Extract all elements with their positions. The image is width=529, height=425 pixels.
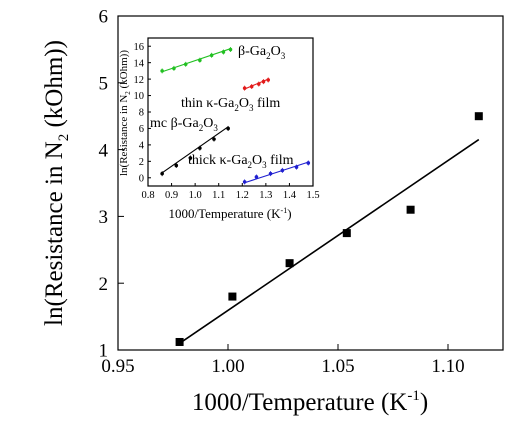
main-y-tick-label: 6 — [99, 7, 109, 28]
inset-series-label-thick-kappa: thick κ-Ga2O3 film — [188, 153, 294, 170]
main-data-point — [285, 259, 294, 268]
inset-x-axis-label: 1000/Temperature (K-1) — [168, 206, 291, 221]
inset-y-tick-label: 4 — [139, 141, 145, 152]
main-data-point — [228, 292, 237, 301]
main-data-point — [406, 205, 415, 214]
main-fit-line — [179, 138, 480, 344]
inset-x-tick-label: 0.9 — [165, 190, 178, 201]
main-x-tick-label: 0.95 — [101, 356, 134, 377]
inset-x-tick-label: 1.1 — [212, 190, 225, 201]
main-plot-frame — [117, 15, 504, 351]
inset-y-tick-label: 10 — [134, 91, 145, 102]
inset-y-axis-label: ln(Resistance in N2 (kOhm)) — [118, 50, 132, 176]
main-y-tick-label: 3 — [99, 207, 109, 228]
main-x-tick-label: 1.05 — [321, 356, 354, 377]
main-fit-line-0 — [179, 138, 480, 344]
inset-x-tick-label: 1.2 — [236, 190, 249, 201]
inset-y-tick-label: 6 — [139, 124, 144, 135]
main-y-tick-label: 4 — [99, 140, 109, 161]
inset-y-tick-label: 16 — [134, 42, 145, 53]
inset-x-tick-label: 0.8 — [141, 190, 154, 201]
inset-y-tick-label: 2 — [139, 157, 144, 168]
inset-data-points — [160, 47, 311, 185]
inset-series-label-beta: β-Ga2O3 — [238, 44, 286, 61]
inset-x-tick-label: 1.0 — [189, 190, 202, 201]
main-y-tick-label: 1 — [99, 341, 109, 362]
main-x-tick-label: 1.00 — [211, 356, 244, 377]
inset-y-tick-label: 0 — [139, 173, 144, 184]
inset-series-label-mc-beta: mc β-Ga2O3 — [150, 116, 218, 133]
main-y-tick-label: 5 — [99, 73, 109, 94]
inset-x-tick-label: 1.5 — [306, 190, 319, 201]
main-x-axis-label: 1000/Temperature (K-1) — [192, 388, 428, 416]
inset-x-tick-label: 1.4 — [283, 190, 297, 201]
inset-series-label-thin-kappa: thin κ-Ga2O3 film — [181, 96, 280, 113]
main-y-tick-label: 2 — [99, 274, 109, 295]
main-data-point — [342, 229, 351, 238]
main-x-tick-label: 1.10 — [431, 356, 464, 377]
inset-y-tick-label: 14 — [134, 58, 145, 69]
inset-x-tick-label: 1.3 — [259, 190, 272, 201]
main-y-axis-label: ln(Resistance in N2 (kOhm)) — [41, 40, 72, 326]
main-data-points — [175, 112, 483, 346]
inset-background — [148, 38, 313, 186]
main-data-point — [474, 112, 483, 121]
inset-ticks: 0.8 0.9 1.0 1.1 1.2 1.3 1.4 1.5 0 2 4 6 8 10 12 14 16 — [134, 42, 320, 201]
inset-fit-line-2 — [161, 126, 229, 174]
inset-fit-line-3 — [244, 161, 309, 184]
inset-plot: 0.8 0.9 1.0 1.1 1.2 1.3 1.4 1.5 0 2 4 6 8 10 12 14 16 10… — [118, 37, 320, 221]
main-data-point — [175, 337, 184, 346]
inset-y-tick-label: 12 — [134, 75, 145, 86]
inset-y-tick-label: 8 — [139, 108, 144, 119]
